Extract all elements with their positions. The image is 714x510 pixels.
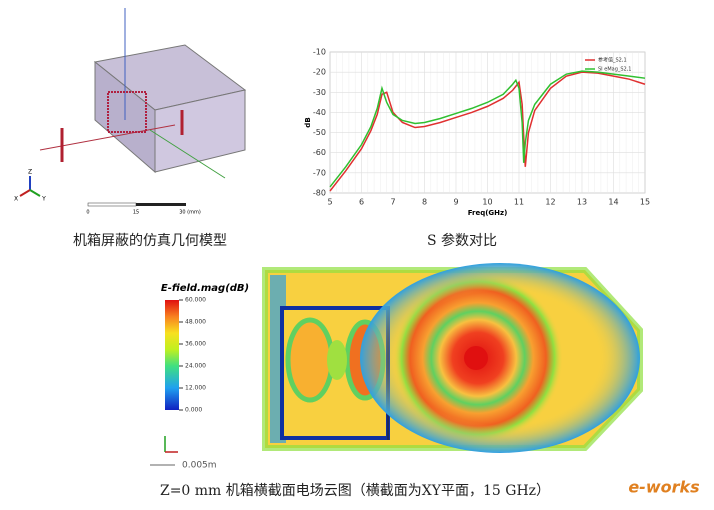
caption: S 参数对比 — [427, 232, 497, 249]
colorbar-ticks: 60.000 48.000 36.000 24.000 12.000 0.000 — [179, 297, 206, 414]
x-tick-label: 11 — [514, 198, 524, 207]
x-tick-label: 15 — [640, 198, 650, 207]
caption: 机箱屏蔽的仿真几何模型 — [73, 233, 227, 249]
y-tick-label: -70 — [313, 168, 326, 177]
x-axis-label: Freq(GHz) — [468, 209, 508, 217]
x-tick-label: 14 — [608, 198, 618, 207]
colorbar-tick-label: 0.000 — [185, 407, 202, 414]
axis-label: X — [14, 196, 18, 203]
x-tick-label: 6 — [359, 198, 364, 207]
series-line — [329, 70, 646, 188]
y-tick-label: -80 — [313, 189, 326, 198]
colorbar-tick-label: 24.000 — [185, 363, 206, 370]
y-tick-label: -20 — [313, 68, 326, 77]
x-tick-label: 9 — [453, 198, 458, 207]
geometry-model — [19, 8, 247, 207]
scale-label: 0 — [86, 210, 89, 216]
y-tick-label: -60 — [313, 148, 326, 157]
scale-label: 15 — [133, 210, 139, 216]
axis-label: Y — [41, 196, 46, 203]
x-tick-label: 13 — [577, 198, 587, 207]
colorbar-tick-label: 48.000 — [185, 319, 206, 326]
colorbar-title: E-field.mag(dB) — [161, 283, 249, 294]
caption: Z=0 mm 机箱横截面电场云图（横截面为XY平面，15 GHz） — [160, 483, 550, 499]
y-axis-label: dB — [304, 117, 312, 127]
logo: e-works — [628, 478, 699, 497]
x-tick-label: 7 — [390, 198, 395, 207]
y-tick-label: -30 — [313, 88, 326, 97]
colorbar-tick-label: 60.000 — [185, 297, 206, 304]
legend-label: SI eMag_S2,1 — [598, 67, 632, 73]
y-tick-label: -10 — [313, 48, 326, 57]
colorbar — [165, 300, 179, 410]
y-tick-label: -40 — [313, 108, 326, 117]
field-map — [262, 263, 643, 453]
x-tick-label: 12 — [545, 198, 555, 207]
x-tick-label: 8 — [422, 198, 427, 207]
series-line — [329, 71, 646, 192]
colorbar-tick-label: 12.000 — [185, 385, 206, 392]
axis-label: Z — [28, 169, 32, 176]
s-parameter-chart: 5 6 7 8 9 10 11 12 13 14 15 -10 -20 -30 -40 -50 -60 -70 -8… — [304, 48, 650, 218]
legend-label: 参考值_S2,1 — [598, 57, 627, 64]
x-tick-label: 5 — [327, 198, 332, 207]
scale-label: 0.005m — [182, 461, 217, 471]
x-tick-label: 10 — [482, 198, 492, 207]
scale-label: 30 (mm) — [179, 210, 201, 216]
colorbar-tick-label: 36.000 — [185, 341, 206, 348]
y-tick-label: -50 — [313, 128, 326, 137]
